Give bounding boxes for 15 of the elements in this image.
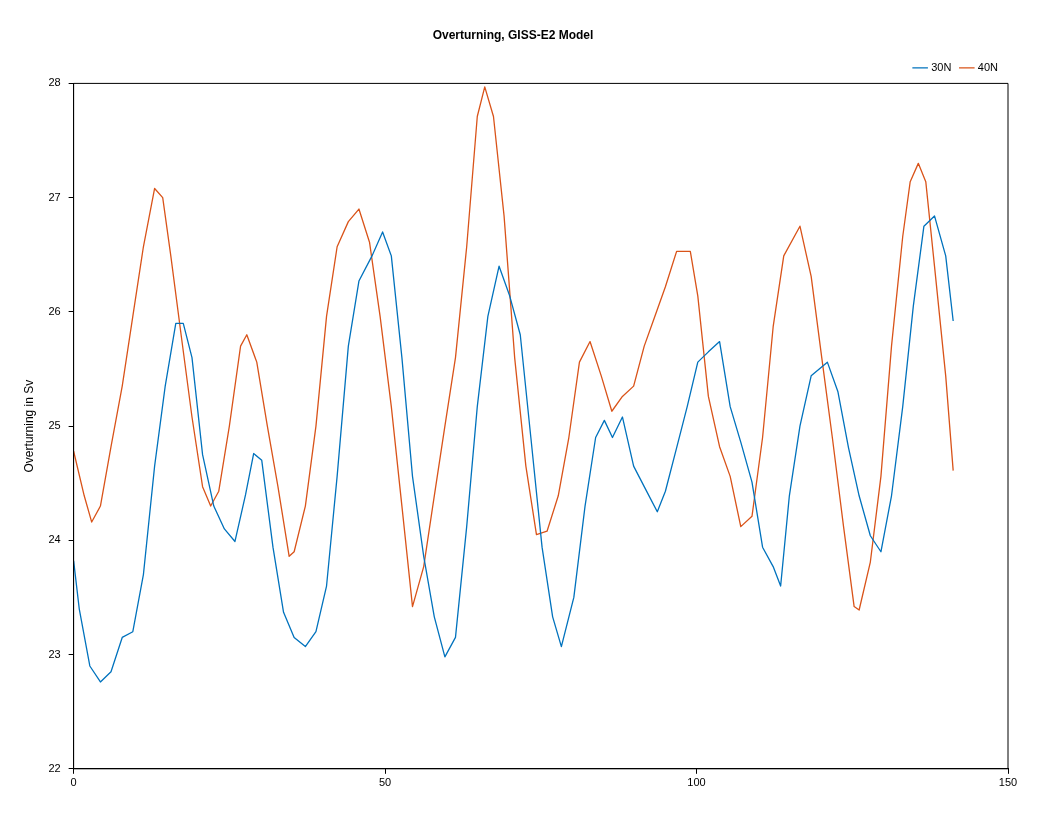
y-tick-label: 22: [48, 761, 61, 774]
legend-label: 40N: [977, 60, 999, 73]
y-tick-label: 27: [48, 190, 61, 203]
y-tick-label: 23: [48, 647, 61, 660]
y-tick-label: 28: [48, 76, 61, 89]
x-tick-label: 100: [687, 776, 706, 789]
y-tick-label: 24: [48, 533, 61, 546]
y-axis-title: Overturning in Sv: [21, 379, 36, 473]
x-tick-label: 50: [378, 776, 392, 789]
y-tick-label: 26: [48, 304, 61, 317]
x-tick-label: 0: [70, 776, 77, 789]
legend-label: 30N: [931, 60, 952, 73]
chart-title: Overturning, GISS-E2 Model: [432, 27, 594, 42]
x-tick-label: 150: [998, 776, 1018, 789]
y-tick-label: 25: [48, 419, 61, 432]
